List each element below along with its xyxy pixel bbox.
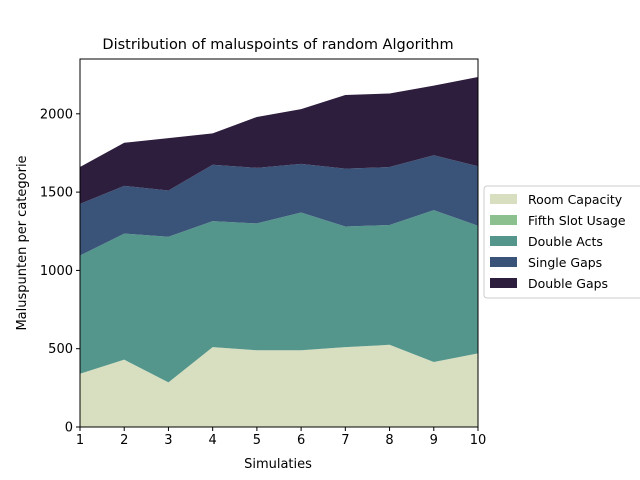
legend-label-fifth-slot-usage: Fifth Slot Usage	[528, 213, 626, 228]
legend-box	[483, 185, 640, 299]
area-layers	[80, 77, 478, 427]
area-room-capacity	[80, 344, 478, 427]
legend-label-room-capacity: Room Capacity	[528, 192, 623, 207]
y-tick-label: 1500	[40, 186, 73, 201]
legend-label-double-acts: Double Acts	[528, 234, 603, 249]
y-axis-label: Maluspunten per categorie	[15, 155, 30, 330]
x-tick-label: 10	[470, 433, 487, 448]
legend-label-double-gaps: Double Gaps	[528, 276, 608, 291]
legend-swatch-double-gaps	[490, 278, 517, 288]
x-tick-label: 2	[120, 433, 128, 448]
x-tick-label: 1	[76, 433, 84, 448]
x-tick-label: 5	[253, 433, 261, 448]
x-tick-label: 9	[430, 433, 438, 448]
legend-swatch-room-capacity	[490, 194, 517, 204]
area-single-gaps	[80, 155, 478, 256]
chart-title: Distribution of maluspoints of random Al…	[102, 37, 453, 53]
y-tick-label: 500	[48, 342, 73, 357]
y-tick-label: 1000	[40, 264, 73, 279]
legend-label-single-gaps: Single Gaps	[528, 255, 602, 270]
x-tick-label: 7	[341, 433, 349, 448]
area-double-gaps	[80, 77, 478, 204]
y-axis: 0 500 1000 1500 2000	[40, 107, 80, 436]
area-double-acts	[80, 210, 478, 383]
legend-swatch-single-gaps	[490, 257, 517, 267]
x-tick-label: 6	[297, 433, 305, 448]
x-tick-label: 3	[164, 433, 172, 448]
x-axis: 1 2 3 4 5 6 7 8 9 10	[76, 427, 486, 448]
x-tick-label: 4	[209, 433, 217, 448]
legend: Room Capacity Fifth Slot Usage Double Acts…	[483, 185, 640, 299]
plot-frame	[79, 58, 479, 428]
legend-swatch-fifth-slot-usage	[490, 215, 517, 225]
x-tick-label: 8	[385, 433, 393, 448]
y-tick-label: 2000	[40, 107, 73, 122]
x-axis-label: Simulaties	[244, 457, 312, 472]
y-tick-label: 0	[65, 421, 73, 436]
legend-swatch-double-acts	[490, 236, 517, 246]
